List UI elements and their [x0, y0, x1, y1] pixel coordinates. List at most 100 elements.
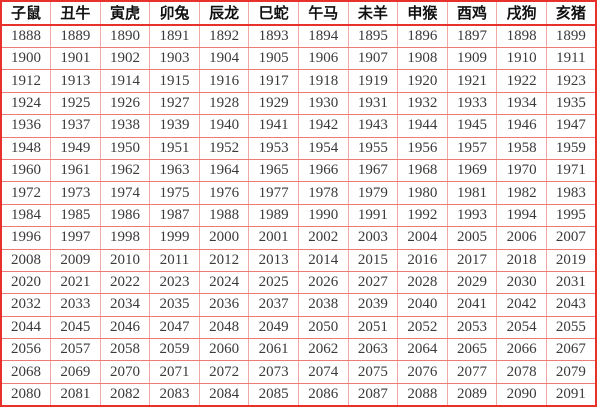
zodiac-year-cell: 2015	[348, 249, 399, 272]
zodiac-year-cell: 1964	[199, 159, 250, 183]
zodiac-year-cell: 2021	[50, 271, 101, 295]
zodiac-year-cell: 2053	[447, 316, 498, 340]
zodiac-year-cell: 2062	[298, 338, 349, 362]
zodiac-year-cell: 2025	[248, 271, 299, 295]
zodiac-year-cell: 1949	[50, 137, 101, 160]
zodiac-year-cell: 1976	[199, 181, 250, 205]
zodiac-year-cell: 1889	[50, 25, 101, 48]
table-row: 2080 2081 2082 2083 2084 2085 2086 2087 2088 2089…	[1, 383, 596, 406]
zodiac-year-cell: 1988	[199, 204, 250, 228]
zodiac-year-cell: 2084	[199, 383, 250, 406]
table-row: 1888 1889 1890 1891 1892 1893 1894 1895 1896 1897…	[1, 25, 596, 48]
zodiac-year-cell: 1952	[199, 137, 250, 160]
zodiac-year-cell: 1928	[199, 92, 250, 116]
zodiac-year-cell: 2072	[199, 360, 250, 384]
zodiac-year-cell: 1971	[546, 159, 596, 183]
zodiac-year-cell: 2031	[546, 271, 596, 295]
zodiac-year-cell: 2014	[298, 249, 349, 272]
table-row: 1936 1937 1938 1939 1940 1941 1942 1943 1944 1945…	[1, 114, 596, 138]
zodiac-year-cell: 2043	[546, 293, 596, 317]
zodiac-year-cell: 1996	[1, 226, 52, 250]
zodiac-year-cell: 2071	[149, 360, 200, 384]
zodiac-year-cell: 1896	[397, 25, 448, 48]
zodiac-year-cell: 1910	[496, 47, 547, 71]
table-row: 2068 2069 2070 2071 2072 2073 2074 2075 2076 2077…	[1, 360, 596, 384]
zodiac-year-cell: 2022	[100, 271, 151, 295]
zodiac-year-cell: 1997	[50, 226, 101, 250]
zodiac-year-cell: 1991	[348, 204, 399, 228]
zodiac-year-cell: 1994	[496, 204, 547, 228]
zodiac-year-cell: 2082	[100, 383, 151, 406]
zodiac-year-cell: 1911	[546, 47, 596, 71]
table-body: 1888 1889 1890 1891 1892 1893 1894 1895 1896 1897…	[1, 25, 596, 406]
zodiac-year-cell: 2026	[298, 271, 349, 295]
zodiac-year-cell: 1934	[496, 92, 547, 116]
zodiac-year-cell: 1969	[447, 159, 498, 183]
zodiac-year-cell: 1900	[1, 47, 52, 71]
zodiac-year-cell: 2069	[50, 360, 101, 384]
zodiac-year-cell: 2040	[397, 293, 448, 317]
zodiac-year-cell: 1935	[546, 92, 596, 116]
table-row: 1948 1949 1950 1951 1952 1953 1954 1955 1956 1957…	[1, 137, 596, 160]
zodiac-year-cell: 1981	[447, 181, 498, 205]
zodiac-year-cell: 1982	[496, 181, 547, 205]
zodiac-year-cell: 2034	[100, 293, 151, 317]
zodiac-year-cell: 2089	[447, 383, 498, 406]
zodiac-year-cell: 1943	[348, 114, 399, 138]
zodiac-year-cell: 1938	[100, 114, 151, 138]
zodiac-year-cell: 2001	[248, 226, 299, 250]
zodiac-year-cell: 2065	[447, 338, 498, 362]
zodiac-year-cell: 2045	[50, 316, 101, 340]
zodiac-year-cell: 2054	[496, 316, 547, 340]
zodiac-year-cell: 2077	[447, 360, 498, 384]
zodiac-year-cell: 2013	[248, 249, 299, 272]
zodiac-year-cell: 2042	[496, 293, 547, 317]
zodiac-year-cell: 2038	[298, 293, 349, 317]
zodiac-year-cell: 2033	[50, 293, 101, 317]
table-row: 2020 2021 2022 2023 2024 2025 2026 2027 2028 2029…	[1, 271, 596, 295]
zodiac-year-cell: 1901	[50, 47, 101, 71]
zodiac-year-cell: 2044	[1, 316, 52, 340]
zodiac-header-cell: 巳蛇	[248, 1, 299, 26]
zodiac-year-cell: 1916	[199, 69, 250, 93]
table-row: 1912 1913 1914 1915 1916 1917 1918 1919 1920 1921…	[1, 69, 596, 93]
zodiac-year-cell: 1985	[50, 204, 101, 228]
zodiac-year-cell: 1995	[546, 204, 596, 228]
zodiac-year-cell: 1940	[199, 114, 250, 138]
zodiac-year-cell: 1942	[298, 114, 349, 138]
zodiac-year-cell: 1904	[199, 47, 250, 71]
zodiac-year-cell: 1974	[100, 181, 151, 205]
zodiac-year-cell: 1998	[100, 226, 151, 250]
zodiac-year-cell: 1973	[50, 181, 101, 205]
zodiac-year-cell: 1948	[1, 137, 52, 160]
zodiac-year-cell: 1931	[348, 92, 399, 116]
zodiac-year-cell: 1898	[496, 25, 547, 48]
zodiac-year-cell: 1961	[50, 159, 101, 183]
zodiac-year-cell: 1960	[1, 159, 52, 183]
zodiac-year-cell: 1954	[298, 137, 349, 160]
zodiac-header-cell: 申猴	[397, 1, 448, 26]
zodiac-year-cell: 2079	[546, 360, 596, 384]
zodiac-header-cell: 酉鸡	[447, 1, 498, 26]
zodiac-year-cell: 1894	[298, 25, 349, 48]
zodiac-year-cell: 1963	[149, 159, 200, 183]
zodiac-year-cell: 2012	[199, 249, 250, 272]
zodiac-year-cell: 1902	[100, 47, 151, 71]
zodiac-year-cell: 2078	[496, 360, 547, 384]
zodiac-year-cell: 1986	[100, 204, 151, 228]
zodiac-year-cell: 1933	[447, 92, 498, 116]
zodiac-year-cell: 1970	[496, 159, 547, 183]
zodiac-header-cell: 寅虎	[100, 1, 151, 26]
zodiac-year-cell: 2076	[397, 360, 448, 384]
zodiac-year-cell: 1956	[397, 137, 448, 160]
zodiac-year-cell: 2067	[546, 338, 596, 362]
zodiac-year-cell: 2049	[248, 316, 299, 340]
zodiac-year-cell: 2063	[348, 338, 399, 362]
table-row: 1984 1985 1986 1987 1988 1989 1990 1991 1992 1993…	[1, 204, 596, 228]
zodiac-year-cell: 2085	[248, 383, 299, 406]
zodiac-year-cell: 1907	[348, 47, 399, 71]
zodiac-year-cell: 2083	[149, 383, 200, 406]
zodiac-header-cell: 未羊	[348, 1, 399, 26]
